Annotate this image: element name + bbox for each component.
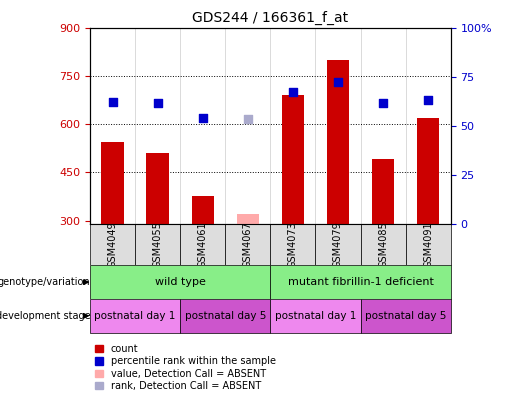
Bar [417, 118, 439, 224]
Legend: count, percentile rank within the sample, value, Detection Call = ABSENT, rank, : count, percentile rank within the sample… [95, 344, 276, 391]
Text: development stage: development stage [0, 311, 90, 321]
Bar [282, 95, 304, 224]
Point [109, 99, 117, 105]
FancyBboxPatch shape [270, 265, 451, 299]
Point [199, 114, 207, 121]
FancyBboxPatch shape [135, 224, 180, 265]
FancyBboxPatch shape [406, 224, 451, 265]
Bar [327, 60, 349, 224]
FancyBboxPatch shape [270, 224, 315, 265]
FancyBboxPatch shape [90, 265, 270, 299]
FancyBboxPatch shape [315, 224, 360, 265]
Point [153, 100, 162, 107]
Text: GSM4091: GSM4091 [423, 221, 433, 268]
Text: GSM4055: GSM4055 [153, 221, 163, 268]
Text: postnatal day 1: postnatal day 1 [274, 311, 356, 321]
Text: postnatal day 5: postnatal day 5 [184, 311, 266, 321]
Text: GSM4073: GSM4073 [288, 221, 298, 268]
Bar [192, 196, 214, 224]
FancyBboxPatch shape [90, 224, 135, 265]
Bar [101, 142, 124, 224]
Point [244, 116, 252, 122]
Text: GSM4079: GSM4079 [333, 221, 343, 268]
FancyBboxPatch shape [90, 299, 180, 333]
Text: GSM4049: GSM4049 [108, 221, 117, 268]
Text: wild type: wild type [155, 277, 205, 287]
Text: postnatal day 5: postnatal day 5 [365, 311, 447, 321]
Point [289, 89, 297, 95]
FancyBboxPatch shape [180, 299, 270, 333]
FancyBboxPatch shape [180, 224, 226, 265]
Title: GDS244 / 166361_f_at: GDS244 / 166361_f_at [192, 11, 349, 25]
FancyBboxPatch shape [270, 299, 360, 333]
Bar [236, 214, 259, 224]
Point [379, 100, 387, 107]
Point [334, 79, 342, 86]
FancyBboxPatch shape [360, 224, 406, 265]
Text: GSM4067: GSM4067 [243, 221, 253, 268]
FancyBboxPatch shape [360, 299, 451, 333]
FancyBboxPatch shape [226, 224, 270, 265]
Text: GSM4061: GSM4061 [198, 221, 208, 268]
Text: postnatal day 1: postnatal day 1 [94, 311, 176, 321]
Point [424, 97, 432, 103]
Text: genotype/variation: genotype/variation [0, 277, 90, 287]
Bar [372, 160, 394, 224]
Text: GSM4085: GSM4085 [378, 221, 388, 268]
Text: mutant fibrillin-1 deficient: mutant fibrillin-1 deficient [287, 277, 434, 287]
Bar [146, 153, 169, 224]
